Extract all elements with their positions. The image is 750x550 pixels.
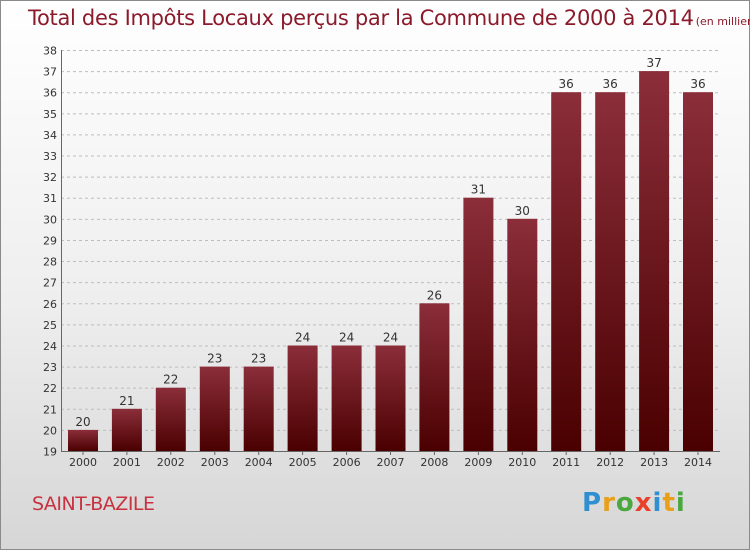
data-label-2005: 24 [295,331,310,345]
x-tick-label-2014: 2014 [684,456,712,469]
y-tick-label: 22 [43,382,57,395]
data-label-2012: 36 [603,77,618,91]
x-tick-label-2001: 2001 [113,456,141,469]
chart-subtitle: (en milliers d'€) [695,15,750,28]
y-tick-label: 29 [43,234,57,247]
y-tick-label: 38 [43,45,57,58]
y-tick-label: 26 [43,298,57,311]
x-tick-label-2013: 2013 [640,456,668,469]
bar-2009 [463,197,494,451]
data-label-2013: 37 [646,56,661,70]
y-tick-label: 25 [43,319,57,332]
bar-2004 [243,366,274,451]
y-tick-label: 21 [43,403,57,416]
y-tick-label: 30 [43,213,57,226]
bar-2001 [111,408,142,451]
commune-name: SAINT-BAZILE [32,493,155,515]
data-label-2006: 24 [339,331,354,345]
data-label-2003: 23 [207,352,222,366]
y-tick-label: 34 [43,129,57,142]
bar-2013 [639,71,670,451]
y-tick-label: 19 [43,446,57,459]
bar-2007 [375,345,406,451]
x-tick-label-2012: 2012 [596,456,624,469]
chart-title: Total des Impôts Locaux perçus par la Co… [28,6,694,30]
x-tick-label-2002: 2002 [157,456,185,469]
y-tick-label: 37 [43,66,57,79]
y-tick-label: 33 [43,150,57,163]
brand-letter: x [634,488,653,518]
brand-letter: t [662,488,676,518]
proxiti-logo[interactable]: Proxiti [582,488,686,518]
data-label-2014: 36 [690,77,705,91]
data-label-2011: 36 [559,77,574,91]
bar-2011 [551,92,582,451]
x-tick-label-2010: 2010 [508,456,536,469]
x-tick-label-2004: 2004 [245,456,273,469]
y-tick-label: 27 [43,277,57,290]
brand-letter: o [615,488,635,518]
brand-letter: i [675,488,686,518]
bar-2008 [419,303,450,451]
brand-letter: i [652,488,663,518]
bar-2000 [68,429,98,451]
data-label-2004: 23 [251,352,266,366]
x-tick-label-2000: 2000 [69,456,97,469]
bar-2010 [507,218,538,451]
x-tick-label-2006: 2006 [333,456,361,469]
bar-2003 [199,366,230,451]
data-label-2007: 24 [383,331,398,345]
bar-2014 [683,92,713,451]
bar-2012 [595,92,626,451]
data-label-2002: 22 [163,373,178,387]
bar-2006 [331,345,362,451]
x-tick-label-2005: 2005 [289,456,317,469]
x-tick-label-2008: 2008 [420,456,448,469]
data-label-2001: 21 [119,394,134,408]
y-tick-label: 31 [43,192,57,205]
y-tick-label: 24 [43,340,57,353]
data-label-2000: 20 [75,415,90,429]
data-label-2009: 31 [471,183,486,197]
y-tick-label: 32 [43,171,57,184]
brand-letter: P [582,488,603,518]
y-tick-label: 28 [43,256,57,269]
chart-title-block: Total des Impôts Locaux perçus par la Co… [28,6,750,30]
y-tick-label: 23 [43,361,57,374]
x-tick-label-2011: 2011 [552,456,580,469]
data-label-2010: 30 [515,204,530,218]
x-tick-label-2007: 2007 [377,456,405,469]
x-tick-label-2009: 2009 [464,456,492,469]
y-tick-label: 35 [43,108,57,121]
bar-2005 [287,345,318,451]
y-tick-label: 20 [43,424,57,437]
y-tick-label: 36 [43,87,57,100]
bar-2002 [155,387,186,451]
brand-letter: r [602,488,616,518]
x-tick-label-2003: 2003 [201,456,229,469]
data-label-2008: 26 [427,288,442,302]
